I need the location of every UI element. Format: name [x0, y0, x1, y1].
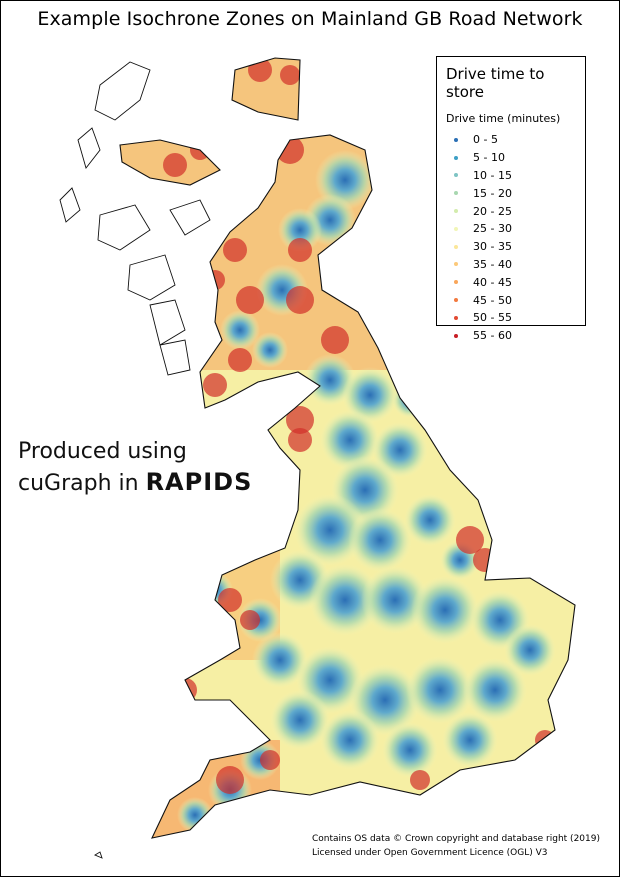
legend-title: Drive time to store	[446, 65, 545, 101]
store-catchment-blob	[348, 508, 412, 572]
legend-label: 5 - 10	[473, 151, 505, 165]
store-catchment-blob	[406, 656, 474, 724]
remote-zone-blob	[288, 238, 312, 262]
coastline	[119, 57, 576, 839]
remote-zone-blob	[260, 750, 280, 770]
legend-label: 25 - 30	[473, 222, 512, 236]
store-catchment-blob	[411, 576, 479, 644]
legend-item: 10 - 15	[446, 167, 585, 185]
store-catchment-blob	[252, 332, 288, 368]
store-catchment-blob	[270, 690, 330, 750]
map-title: Example Isochrone Zones on Mainland GB R…	[37, 8, 583, 30]
store-catchment-blob	[342, 367, 398, 423]
legend-item: 45 - 50	[446, 291, 585, 309]
legend-swatch-icon	[454, 155, 458, 160]
legend-swatch-icon	[454, 280, 458, 285]
remote-zone-blob	[248, 58, 272, 82]
copyright-credits: Contains OS data © Crown copyright and d…	[312, 832, 600, 860]
remote-zone-blob	[280, 65, 300, 85]
legend-label: 50 - 55	[473, 311, 512, 325]
remote-zone-blob	[288, 428, 312, 452]
store-catchment-blob	[463, 658, 527, 722]
store-catchment-blob	[382, 722, 438, 778]
legend-label: 55 - 60	[473, 329, 512, 343]
legend-swatch-icon	[454, 262, 458, 267]
credits-line-2: Licensed under Open Government Licence (…	[312, 848, 548, 858]
store-catchment-blob	[278, 208, 322, 252]
store-catchment-blob	[309, 564, 381, 636]
store-catchment-blob	[294, 494, 366, 566]
legend-item: 35 - 40	[446, 256, 585, 274]
store-catchment-blob	[442, 712, 498, 768]
legend-item: 0 - 5	[446, 131, 585, 149]
produced-using-note: Produced using cuGraph in RAPIDS	[18, 436, 252, 499]
legend-label: 15 - 20	[473, 186, 512, 200]
store-catchment-blob	[220, 310, 260, 350]
legend-swatch-icon	[454, 333, 458, 338]
remote-zone-blob	[321, 326, 349, 354]
rapids-logo-text: RAPIDS	[145, 468, 253, 496]
legend-item: 15 - 20	[446, 184, 585, 202]
legend-label: 20 - 25	[473, 204, 512, 218]
legend-item: 30 - 35	[446, 238, 585, 256]
legend-swatch-icon	[454, 173, 458, 178]
legend-swatch-icon	[454, 298, 458, 303]
legend-label: 40 - 45	[473, 275, 512, 289]
islands	[59, 61, 211, 859]
legend-swatch-icon	[454, 226, 458, 231]
remote-zone-blob	[228, 348, 252, 372]
legend-swatch-icon	[454, 191, 458, 196]
legend-label: 0 - 5	[473, 133, 498, 147]
legend-label: 30 - 35	[473, 240, 512, 254]
remote-zone-blob	[535, 730, 555, 750]
remote-zone-blob	[203, 373, 227, 397]
legend-swatch-icon	[454, 244, 458, 249]
store-catchment-blob	[177, 797, 213, 833]
credits-line-1: Contains OS data © Crown copyright and d…	[312, 834, 600, 844]
legend-item: 55 - 60	[446, 327, 585, 345]
store-catchment-blob	[320, 410, 380, 470]
legend-swatch-icon	[454, 137, 458, 142]
legend-label: 45 - 50	[473, 293, 512, 307]
legend-item: 25 - 30	[446, 220, 585, 238]
remote-zone-blob	[236, 286, 264, 314]
legend-subtitle: Drive time (minutes)	[446, 112, 561, 125]
produced-line-2: cuGraph in RAPIDS	[18, 467, 252, 499]
legend: Drive time to store Drive time (minutes)…	[436, 56, 586, 342]
remote-zone-blob	[216, 766, 244, 794]
remote-zone-blob	[456, 526, 484, 554]
produced-line-2-prefix: cuGraph in	[18, 471, 146, 496]
legend-item: 50 - 55	[446, 309, 585, 327]
remote-zone-blob	[218, 588, 242, 612]
store-catchment-blob	[504, 624, 556, 676]
remote-zone-blob	[410, 770, 430, 790]
remote-zone-blob	[223, 238, 247, 262]
remote-zone-blob	[473, 548, 497, 572]
store-catchment-blob	[320, 710, 380, 770]
store-catchment-blob	[404, 494, 456, 546]
store-catchment-blob	[252, 632, 308, 688]
legend-swatch-icon	[454, 315, 458, 320]
remote-zone-blob	[240, 610, 260, 630]
remote-zone-blob	[173, 678, 197, 702]
legend-item: 20 - 25	[446, 202, 585, 220]
legend-swatch-icon	[454, 209, 458, 214]
produced-line-1: Produced using	[18, 439, 187, 464]
legend-label: 10 - 15	[473, 168, 512, 182]
legend-label: 35 - 40	[473, 257, 512, 271]
remote-zone-blob	[163, 153, 187, 177]
remote-zone-blob	[286, 406, 314, 434]
legend-item: 40 - 45	[446, 273, 585, 291]
remote-zone-blob	[286, 286, 314, 314]
legend-item: 5 - 10	[446, 149, 585, 167]
store-catchment-blob	[392, 382, 428, 418]
